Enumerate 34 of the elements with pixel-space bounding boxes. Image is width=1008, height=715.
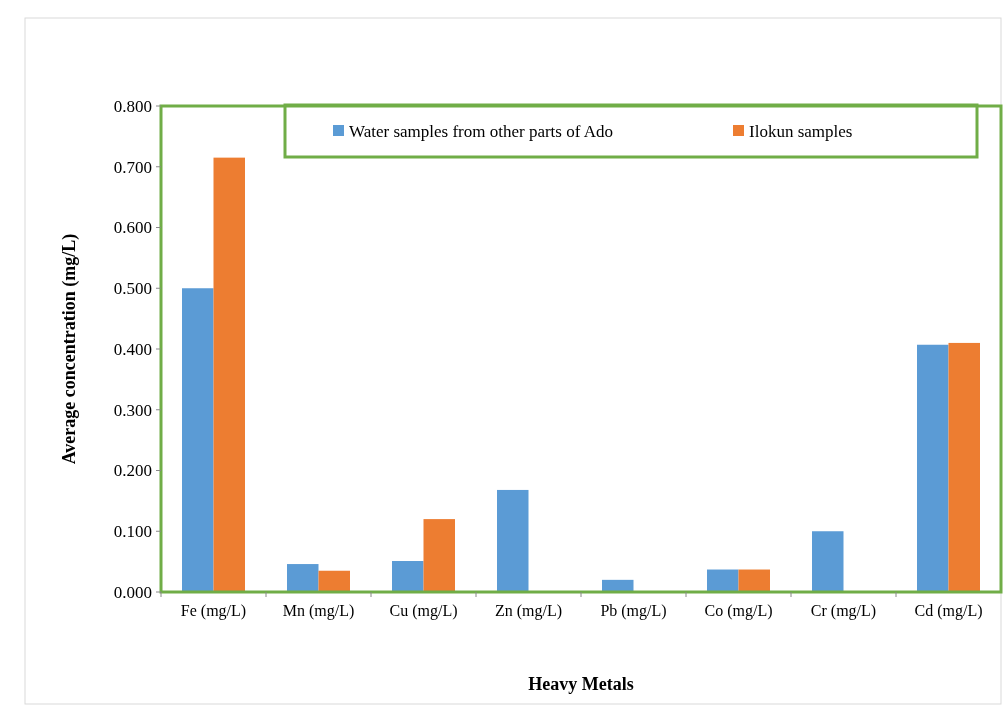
x-tick-label: Fe (mg/L) xyxy=(180,602,247,620)
x-tick-label: Zn (mg/L) xyxy=(494,602,563,620)
bar xyxy=(707,569,739,592)
y-axis-title: Average concentration (mg/L) xyxy=(59,233,80,465)
y-tick-label: 0.700 xyxy=(113,157,152,177)
bar xyxy=(948,342,980,592)
x-tick-label: Cr (mg/L) xyxy=(810,602,877,620)
x-axis-title: Heavy Metals xyxy=(528,674,634,694)
y-tick-label: 0.100 xyxy=(113,522,152,542)
bar xyxy=(213,157,245,592)
bar xyxy=(423,519,455,592)
y-tick-label: 0.500 xyxy=(113,279,152,299)
bar xyxy=(392,561,424,592)
bar xyxy=(497,489,529,592)
y-tick-label: 0.600 xyxy=(113,218,152,238)
y-tick-label: 0.800 xyxy=(113,96,152,116)
y-tick-label: 0.000 xyxy=(113,582,152,602)
bar xyxy=(602,579,634,592)
x-tick-label: Cd (mg/L) xyxy=(914,602,983,620)
y-tick-label: 0.400 xyxy=(113,339,152,359)
legend-label: Water samples from other parts of Ado xyxy=(349,121,613,141)
y-tick-label: 0.200 xyxy=(113,461,152,481)
x-tick-label: Pb (mg/L) xyxy=(600,602,667,620)
y-tick-label: 0.300 xyxy=(113,400,152,420)
legend-label: Ilokun samples xyxy=(749,121,853,141)
bar xyxy=(917,344,949,592)
x-tick-label: Co (mg/L) xyxy=(704,602,773,620)
bar xyxy=(287,564,319,592)
x-tick-label: Cu (mg/L) xyxy=(389,602,458,620)
bar xyxy=(738,569,770,592)
bar xyxy=(812,531,844,592)
bar xyxy=(182,288,214,592)
x-tick-label: Mn (mg/L) xyxy=(282,602,355,620)
bar xyxy=(318,570,350,592)
